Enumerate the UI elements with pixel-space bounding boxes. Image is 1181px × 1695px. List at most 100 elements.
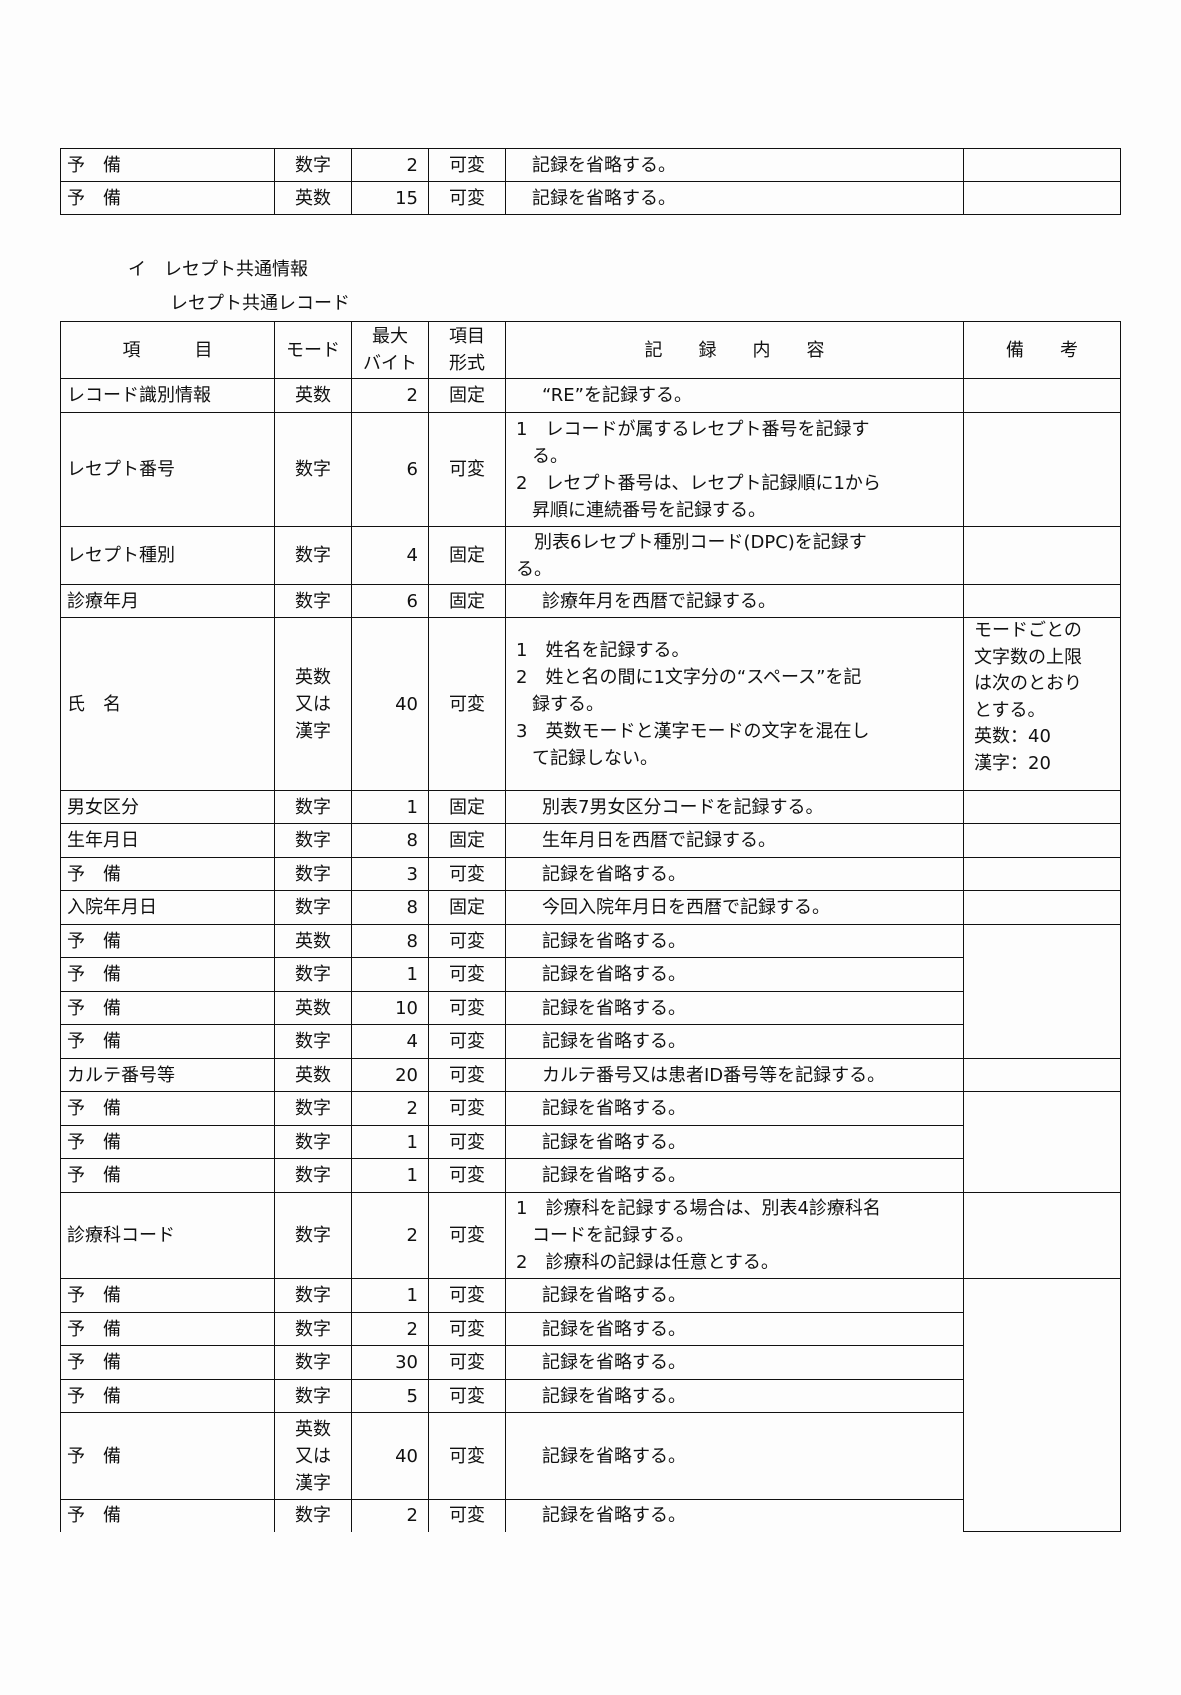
header-bytes-line: バイト xyxy=(363,353,417,374)
description-line: 別表7男女区分コードを記録する。 xyxy=(542,796,824,818)
max-bytes: 5 xyxy=(351,1379,429,1413)
remarks-line: 英数：40 xyxy=(974,726,1051,747)
table-row: 入院年月日 数字 8 固定 今回入院年月日を西暦で記録する。 xyxy=(60,890,1121,925)
description-line: 1 診療科を記録する場合は、別表4診療科名 xyxy=(516,1198,881,1219)
table-row: 予 備数字 1 可変 記録を省略する。 xyxy=(60,1125,1121,1159)
description-line: 診療年月を西暦で記録する。 xyxy=(542,590,776,612)
description-line: 昇順に連続番号を記録する。 xyxy=(532,499,766,521)
description-line: 記録を省略する。 xyxy=(542,1098,686,1119)
remarks xyxy=(963,823,1121,858)
item-name: 予 備 xyxy=(60,957,275,992)
description-line: 記録を省略する。 xyxy=(542,997,686,1019)
table-row: 予 備数字 3 可変 記録を省略する。 xyxy=(60,857,1121,891)
mode-line: 英数 xyxy=(295,385,331,406)
section-heading: イ レセプト共通情報 xyxy=(128,259,308,280)
description-line: 記録を省略する。 xyxy=(542,1445,686,1467)
item-name: カルテ番号等 xyxy=(60,1058,275,1092)
mode: 数字 xyxy=(274,1499,352,1532)
table-row: 予 備数字 1 可変 記録を省略する。 xyxy=(60,1278,1121,1532)
description: 1 診療科を記録する場合は、別表4診療科名 コードを記録する。 2 診療科の記録は任… xyxy=(505,1192,964,1279)
item-name: レセプト番号 xyxy=(60,412,275,527)
header-item: 項 目 xyxy=(60,321,275,379)
description-line: “RE”を記録する。 xyxy=(542,385,692,406)
max-bytes: 2 xyxy=(351,1192,429,1279)
max-bytes: 2 xyxy=(351,148,429,182)
mode-line: 数字 xyxy=(295,1131,331,1153)
table-row: 予 備英数 8 可変 記録を省略する。 xyxy=(60,924,1121,1059)
description: 生年月日を西暦で記録する。 xyxy=(505,823,964,858)
description-line: 2 レセプト番号は、レセプト記録順に1から xyxy=(516,472,881,494)
description: 1 レコードが属するレセプト番号を記録す る。 2 レセプト番号は、レセプト記録順に… xyxy=(505,412,964,527)
table-row: 生年月日 数字 8 固定 生年月日を西暦で記録する。 xyxy=(60,823,1121,858)
description-line: 録する。 xyxy=(532,693,604,715)
item-name: 予 備 xyxy=(60,181,275,215)
remarks xyxy=(963,1058,1121,1092)
max-bytes: 8 xyxy=(351,823,429,858)
item-format: 可変 xyxy=(428,1499,506,1532)
mode-line: 数字 xyxy=(295,863,331,885)
description-line: 3 英数モードと漢字モードの文字を混在し xyxy=(516,720,870,742)
item-name: 予 備 xyxy=(60,1379,275,1413)
description-line: 記録を省略する。 xyxy=(542,1165,686,1186)
item-format: 固定 xyxy=(428,823,506,858)
item-name: 生年月日 xyxy=(60,823,275,858)
mode-line: 又は xyxy=(295,1445,331,1467)
remarks-line: 文字数の上限 xyxy=(974,646,1082,668)
item-name: 予 備 xyxy=(60,857,275,891)
item-format: 可変 xyxy=(428,857,506,891)
item-name: 予 備 xyxy=(60,1278,275,1313)
table-row: 予 備英数 又は 漢字 40 可変 記録を省略する。 xyxy=(60,1412,1121,1500)
mode: 数字 xyxy=(274,148,352,182)
mode-line: 数字 xyxy=(295,1505,331,1527)
max-bytes: 30 xyxy=(351,1345,429,1380)
item-name: 予 備 xyxy=(60,924,275,958)
mode: 英数 xyxy=(274,181,352,215)
mode-line: 数字 xyxy=(295,1285,331,1306)
mode: 数字 xyxy=(274,1345,352,1380)
receipt-common-record-table: 項 目 モード 最大 バイト 項目 形式 記 録 内 容 備 考 レコード識別情報英… xyxy=(60,321,1121,1532)
item-name: 診療科コード xyxy=(60,1192,275,1279)
mode: 英数 又は 漢字 xyxy=(274,1412,352,1500)
mode: 数字 xyxy=(274,823,352,858)
remarks-line: モードごとの xyxy=(974,620,1082,641)
item-format: 可変 xyxy=(428,1312,506,1346)
table-row: レコード識別情報 英数 2 固定 “RE”を記録する。 xyxy=(60,378,1121,413)
mode-line: 数字 xyxy=(295,1225,331,1246)
remarks xyxy=(963,378,1121,413)
table-row: 診療科コード 数字 2 可変 1 診療科を記録する場合は、別表4診療科名 コードを記録する… xyxy=(60,1192,1121,1279)
description: 別表7男女区分コードを記録する。 xyxy=(505,790,964,824)
remarks-line: は次のとおり xyxy=(974,673,1082,694)
table-row: 予 備英数 15 可変 記録を省略する。 xyxy=(60,181,1121,215)
item-format: 可変 xyxy=(428,148,506,182)
description-line: 記録を省略する。 xyxy=(542,930,686,952)
max-bytes: 2 xyxy=(351,1499,429,1532)
item-name: 予 備 xyxy=(60,1024,275,1059)
description: 記録を省略する。 xyxy=(505,1091,964,1126)
max-bytes: 4 xyxy=(351,526,429,585)
max-bytes: 2 xyxy=(351,1091,429,1126)
description-line: 1 姓名を記録する。 xyxy=(516,639,690,661)
mode: 数字 xyxy=(274,1278,352,1313)
item-format: 可変 xyxy=(428,1024,506,1059)
max-bytes: 4 xyxy=(351,1024,429,1059)
table-row: 予 備数字 4 可変 記録を省略する。 xyxy=(60,1024,1121,1059)
remarks xyxy=(963,148,1121,182)
item-format: 可変 xyxy=(428,1158,506,1193)
item-format: 固定 xyxy=(428,378,506,413)
mode: 数字 xyxy=(274,1125,352,1159)
description: 記録を省略する。 xyxy=(505,1412,964,1500)
item-format: 固定 xyxy=(428,790,506,824)
mode-line: 英数 xyxy=(295,666,331,688)
mode: 数字 xyxy=(274,1158,352,1193)
mode-line: 数字 xyxy=(295,1352,331,1373)
max-bytes: 1 xyxy=(351,957,429,992)
description: 記録を省略する。 xyxy=(505,1024,964,1059)
remarks xyxy=(963,857,1121,891)
description-line: 2 診療科の記録は任意とする。 xyxy=(516,1252,779,1273)
description-line: て記録しない。 xyxy=(532,747,658,769)
item-format: 固定 xyxy=(428,584,506,618)
item-format: 可変 xyxy=(428,181,506,215)
mode: 数字 xyxy=(274,1379,352,1413)
item-format: 可変 xyxy=(428,991,506,1025)
item-format: 固定 xyxy=(428,890,506,925)
